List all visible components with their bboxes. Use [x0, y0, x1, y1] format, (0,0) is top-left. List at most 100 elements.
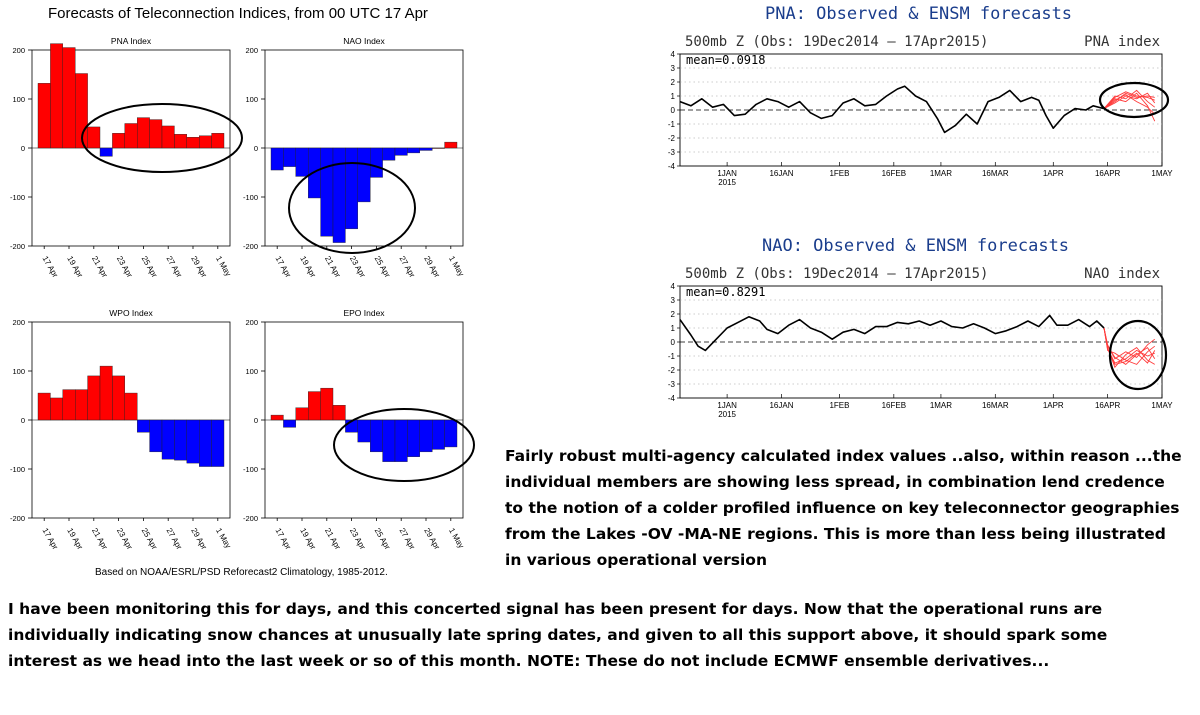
commentary-line: Fairly robust multi-agency calculated in… — [505, 447, 1182, 465]
bar — [124, 392, 138, 421]
bar — [432, 419, 445, 450]
x-tick-label: 1 May — [447, 255, 466, 278]
bar — [62, 47, 76, 149]
x-tick-label: 29 Apr — [189, 255, 209, 280]
bar — [283, 419, 296, 428]
bar — [382, 419, 396, 462]
observed-line — [679, 314, 1105, 352]
highlight-ellipse — [333, 408, 475, 482]
y-tick-label: -2 — [668, 134, 676, 143]
x-tick-label: 16MAR — [982, 401, 1009, 410]
x-tick-label: 29 Apr — [189, 527, 209, 552]
y-tick-label: 200 — [245, 318, 258, 327]
y-tick-label: 3 — [671, 296, 676, 305]
x-tick-label: 1MAR — [930, 169, 952, 178]
x-tick-label: 19 Apr — [298, 527, 318, 552]
y-tick-label: 2 — [671, 78, 676, 87]
bar — [186, 419, 200, 464]
highlight-ellipse — [81, 103, 243, 173]
commentary-line: interest as we head into the last week o… — [8, 652, 1050, 670]
commentary-line: in various operational version — [505, 551, 767, 569]
y-tick-label: -100 — [10, 193, 25, 202]
ts-subtitle: 500mb Z (Obs: 19Dec2014 – 17Apr2015) — [685, 266, 988, 282]
bar — [99, 147, 113, 157]
y-tick-label: 1 — [671, 324, 676, 333]
bar — [62, 389, 76, 421]
commentary-bottom: I have been monitoring this for days, an… — [8, 596, 1107, 674]
bar — [357, 147, 371, 203]
y-tick-label: 0 — [21, 416, 25, 425]
observed-line — [679, 85, 1105, 134]
bar-chart-title: PNA Index — [111, 36, 152, 46]
bar — [37, 83, 51, 149]
ts-subtitle: 500mb Z (Obs: 19Dec2014 – 17Apr2015) — [685, 34, 988, 50]
x-tick-label: 16JAN — [769, 401, 793, 410]
bar — [74, 389, 88, 421]
bar — [50, 43, 64, 149]
x-tick-label: 1 May — [214, 255, 233, 278]
bar — [136, 117, 150, 149]
bar — [211, 133, 225, 149]
ensemble-member-line — [1103, 92, 1155, 109]
bar — [124, 123, 138, 149]
bar — [320, 387, 334, 421]
bar-chart-title: WPO Index — [109, 308, 153, 318]
x-tick-label: 21 Apr — [323, 527, 343, 552]
y-tick-label: -1 — [668, 352, 676, 361]
y-tick-label: 100 — [245, 95, 258, 104]
y-tick-label: 3 — [671, 64, 676, 73]
x-tick-label: 29 Apr — [422, 527, 442, 552]
x-tick-label: 23 Apr — [348, 255, 368, 280]
x-tick-label: 19 Apr — [298, 255, 318, 280]
nao-ts-title: NAO: Observed & ENSM forecasts — [762, 236, 1070, 256]
bar — [270, 147, 284, 171]
y-tick-label: -100 — [243, 465, 258, 474]
y-tick-label: -3 — [668, 148, 676, 157]
x-tick-label: 27 Apr — [164, 527, 184, 552]
ensemble-member-line — [1103, 327, 1156, 360]
x-tick-label: 27 Apr — [164, 255, 184, 280]
bar — [87, 126, 101, 149]
bar — [149, 119, 163, 149]
bar — [370, 419, 383, 453]
y-tick-label: 200 — [245, 46, 258, 55]
bar — [283, 147, 296, 167]
commentary-line: individually indicating snow chances at … — [8, 626, 1108, 644]
bar — [295, 147, 309, 177]
x-tick-label: 27 Apr — [397, 255, 417, 280]
pna-timeseries-chart: 500mb Z (Obs: 19Dec2014 – 17Apr2015) PNA … — [668, 34, 1173, 187]
bar-chart-title: NAO Index — [343, 36, 385, 46]
bar — [394, 147, 408, 156]
y-tick-label: -2 — [668, 366, 676, 375]
x-tick-label: 17 Apr — [273, 527, 293, 552]
y-tick-label: -200 — [10, 514, 25, 523]
y-tick-label: -200 — [243, 514, 258, 523]
x-tick-label: 16APR — [1095, 401, 1121, 410]
nao-timeseries-chart: 500mb Z (Obs: 19Dec2014 – 17Apr2015) NAO … — [668, 266, 1173, 419]
commentary-line: individual members are showing less spre… — [505, 473, 1165, 491]
bar — [432, 147, 445, 149]
bar — [211, 419, 225, 467]
x-tick-label: 17 Apr — [273, 255, 293, 280]
y-tick-label: 2 — [671, 310, 676, 319]
x-tick-label: 1APR — [1043, 401, 1064, 410]
bar — [419, 147, 433, 151]
bar — [149, 419, 163, 453]
x-tick-label: 16MAR — [982, 169, 1009, 178]
bar — [332, 147, 346, 243]
x-tick-label: 1MAY — [1151, 169, 1173, 178]
y-tick-label: 200 — [12, 318, 25, 327]
bar — [112, 133, 126, 149]
bar — [174, 134, 187, 149]
y-tick-label: -4 — [668, 394, 676, 403]
x-tick-label: 1 May — [447, 527, 466, 550]
y-tick-label: -3 — [668, 380, 676, 389]
x-tick-label: 21 Apr — [323, 255, 343, 280]
commentary-line: to the notion of a colder profiled influ… — [505, 499, 1180, 517]
x-tick-label: 16FEB — [882, 169, 906, 178]
ts-index-label: NAO index — [1084, 266, 1160, 282]
bar — [332, 405, 346, 421]
x-tick-sublabel: 2015 — [718, 410, 736, 419]
bar — [87, 375, 101, 421]
